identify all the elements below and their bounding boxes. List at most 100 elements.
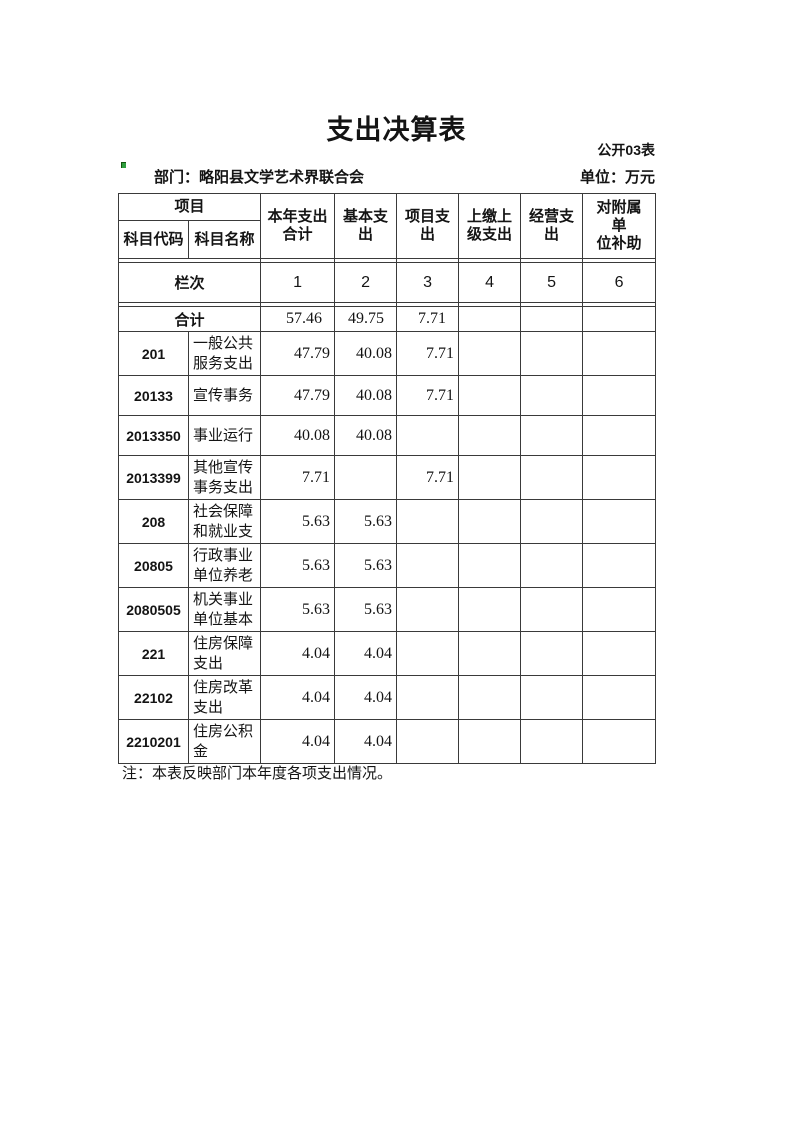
code-cell: 2013350 xyxy=(118,415,189,456)
value-cell: 5.63 xyxy=(260,499,336,544)
footer-note: 注：本表反映部门本年度各项支出情况。 xyxy=(122,766,393,782)
value-cell: 4.04 xyxy=(334,719,398,764)
value-cell xyxy=(458,331,522,376)
value-cell: 49.75 xyxy=(334,306,398,332)
rank-cell: 4 xyxy=(458,262,522,303)
name-cell: 住房改革支出 xyxy=(187,675,262,720)
header-project: 项目 xyxy=(117,193,262,221)
spacer-row xyxy=(117,302,657,307)
name-cell: 住房公积金 xyxy=(187,719,262,764)
table-row: 201 一般公共服务支出 47.79 40.08 7.71 xyxy=(118,331,657,376)
code-cell: 20133 xyxy=(118,375,189,416)
code-cell: 221 xyxy=(118,631,189,676)
value-cell xyxy=(520,719,584,764)
code-cell: 22102 xyxy=(118,675,189,720)
value-cell xyxy=(396,719,460,764)
value-cell: 7.71 xyxy=(260,455,336,500)
value-cell xyxy=(520,375,584,416)
value-cell xyxy=(458,306,522,332)
table-row: 2013399 其他宣传事务支出 7.71 7.71 xyxy=(118,455,657,500)
value-cell: 4.04 xyxy=(334,631,398,676)
value-cell: 5.63 xyxy=(334,587,398,632)
value-cell xyxy=(458,543,522,588)
value-cell: 4.04 xyxy=(334,675,398,720)
value-cell xyxy=(396,675,460,720)
code-cell: 208 xyxy=(118,499,189,544)
value-cell xyxy=(582,415,657,456)
table-row: 20133 宣传事务 47.79 40.08 7.71 xyxy=(118,375,657,416)
value-cell: 5.63 xyxy=(260,543,336,588)
table-label: 公开03表 xyxy=(597,142,655,158)
header-total-expenditure: 本年支出 合计 xyxy=(260,193,336,259)
name-cell: 其他宣传事务支出 xyxy=(187,455,262,500)
value-cell xyxy=(520,306,584,332)
department-line: 单位：万元 部门：略阳县文学艺术界联合会 xyxy=(118,162,655,187)
total-label: 合计 xyxy=(117,306,262,332)
table-row: 2080505 机关事业单位基本 5.63 5.63 xyxy=(118,587,657,632)
code-cell: 2013399 xyxy=(118,455,189,500)
rank-cell: 3 xyxy=(396,262,460,303)
value-cell xyxy=(520,543,584,588)
value-cell xyxy=(582,587,657,632)
table-row: 2210201 住房公积金 4.04 4.04 xyxy=(118,719,657,764)
green-cell-artifact xyxy=(121,162,126,168)
value-cell xyxy=(520,631,584,676)
value-cell xyxy=(582,675,657,720)
value-cell xyxy=(458,415,522,456)
rank-row: 栏次 1 2 3 4 5 6 xyxy=(117,262,657,303)
value-cell xyxy=(458,375,522,416)
value-cell xyxy=(396,631,460,676)
value-cell: 7.71 xyxy=(396,375,460,416)
value-cell xyxy=(520,455,584,500)
table-row: 20805 行政事业单位养老 5.63 5.63 xyxy=(118,543,657,588)
name-cell: 住房保障支出 xyxy=(187,631,262,676)
value-cell xyxy=(520,499,584,544)
code-cell: 20805 xyxy=(118,543,189,588)
value-cell xyxy=(458,455,522,500)
rank-cell: 5 xyxy=(520,262,584,303)
value-cell: 40.08 xyxy=(334,375,398,416)
header-subject-code: 科目代码 xyxy=(118,220,189,259)
rank-cell: 1 xyxy=(260,262,336,303)
value-cell: 40.08 xyxy=(334,331,398,376)
rank-cell: 2 xyxy=(334,262,398,303)
total-row: 合计 57.46 49.75 7.71 xyxy=(117,306,657,332)
rank-cell: 6 xyxy=(582,262,657,303)
value-cell: 47.79 xyxy=(260,331,336,376)
table-row: 221 住房保障支出 4.04 4.04 xyxy=(118,631,657,676)
value-cell: 4.04 xyxy=(260,675,336,720)
value-cell: 40.08 xyxy=(260,415,336,456)
header-row-project: 项目 本年支出 合计 基本支 出 项目支 出 上缴上 级支出 经营支 出 对附属… xyxy=(117,193,657,259)
table-row: 2013350 事业运行 40.08 40.08 xyxy=(118,415,657,456)
value-cell xyxy=(396,499,460,544)
header-basic-expenditure: 基本支 出 xyxy=(334,193,398,259)
value-cell xyxy=(582,455,657,500)
value-cell xyxy=(396,543,460,588)
header-upper-level: 上缴上 级支出 xyxy=(458,193,522,259)
value-cell: 7.71 xyxy=(396,331,460,376)
code-cell: 2210201 xyxy=(118,719,189,764)
value-cell xyxy=(582,631,657,676)
code-cell: 201 xyxy=(118,331,189,376)
value-cell: 5.63 xyxy=(334,543,398,588)
code-cell: 2080505 xyxy=(118,587,189,632)
value-cell: 7.71 xyxy=(396,455,460,500)
value-cell: 4.04 xyxy=(260,719,336,764)
value-cell xyxy=(582,331,657,376)
table-row: 22102 住房改革支出 4.04 4.04 xyxy=(118,675,657,720)
value-cell xyxy=(520,675,584,720)
header-project-expenditure: 项目支 出 xyxy=(396,193,460,259)
name-cell: 事业运行 xyxy=(187,415,262,456)
header-subject-name: 科目名称 xyxy=(187,220,262,259)
unit-label: 单位：万元 xyxy=(579,169,655,186)
value-cell: 40.08 xyxy=(334,415,398,456)
value-cell xyxy=(334,455,398,500)
value-cell xyxy=(458,675,522,720)
value-cell xyxy=(520,331,584,376)
value-cell: 5.63 xyxy=(260,587,336,632)
header-operating: 经营支 出 xyxy=(520,193,584,259)
value-cell xyxy=(582,719,657,764)
value-cell xyxy=(520,587,584,632)
rank-label: 栏次 xyxy=(117,262,262,303)
value-cell xyxy=(582,375,657,416)
